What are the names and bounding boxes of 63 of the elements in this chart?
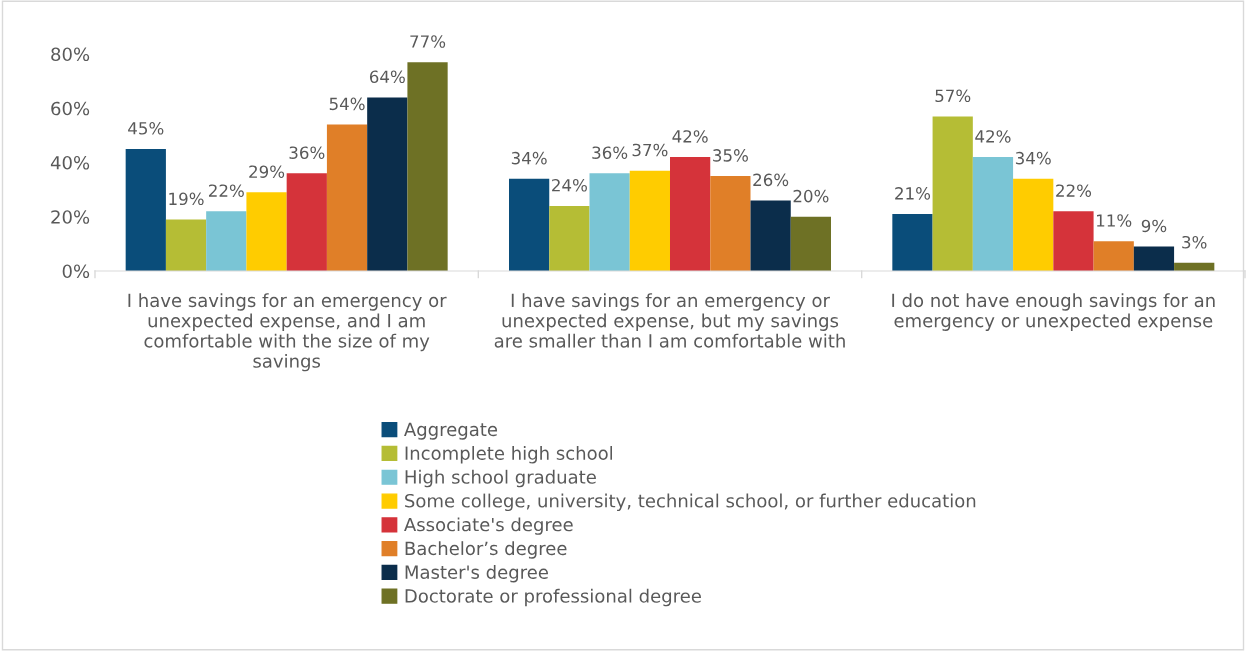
bar [326,124,368,271]
bar [589,173,630,271]
data-label: 77% [410,35,446,48]
data-label: 54% [329,97,365,111]
data-label: 21% [895,187,931,200]
legend-label: Bachelor’s degree [405,541,567,559]
data-label: 19% [169,192,204,206]
x-tick-label: I have savings for an emergency or unexpected expense, but my savings are smaller than I am comfortable with [494,293,845,348]
bar [367,97,408,271]
legend-label: Aggregate [404,422,498,440]
bar [549,205,590,271]
data-label: 57% [935,89,971,103]
bar [750,200,791,271]
bar [1093,241,1134,271]
data-label: 20% [793,189,829,203]
bar [165,219,207,271]
bar [286,173,327,271]
legend-label: Incomplete high school [405,446,613,464]
y-tick-label: 20% [51,210,90,224]
bar [1133,246,1175,271]
data-label: 42% [975,130,1011,143]
data-label: 36% [289,146,325,160]
x-tick-label: I do not have enough savings for an emergency or unexpected expense [892,293,1215,331]
legend-label: Doctorate or professional degree [405,588,701,607]
data-label: 9% [1141,219,1167,233]
bar [932,116,973,271]
data-label: 34% [1015,151,1051,165]
data-label: 45% [128,121,164,135]
legend-label: Associate's degree [404,517,573,535]
data-label: 24% [552,178,587,192]
bar [246,192,287,271]
bar [892,214,933,271]
legend-label: Some college, university, technical school, or further education [405,493,976,512]
data-label: 36% [592,146,628,160]
data-label: 64% [369,70,405,84]
bar [125,148,166,271]
bar [1053,211,1094,271]
data-label: 37% [632,143,668,157]
data-label: 22% [208,184,244,197]
bar [629,170,670,271]
data-label: 11% [1097,214,1132,227]
data-label: 29% [249,165,285,178]
data-label: 22% [1056,184,1092,197]
data-label: 34% [511,151,547,165]
x-tick-label: I have savings for an emergency or unexpected expense, and I am comfortable with the size of my savings [128,293,447,372]
bar [1013,178,1054,271]
data-label: 35% [713,149,748,162]
y-tick-label: 80% [51,47,90,62]
legend-label: High school graduate [405,469,596,488]
y-tick-label: 60% [51,101,90,116]
bar [206,211,247,271]
bar [710,176,751,271]
bar [407,62,448,271]
data-label: 3% [1182,235,1207,249]
data-label: 42% [672,130,708,143]
bar [972,157,1014,271]
legend-label: Master's degree [405,564,548,583]
bar [670,157,711,271]
bar [509,178,550,271]
y-tick-label: 40% [50,155,90,170]
bar [790,216,831,271]
y-tick-label: 0% [62,264,90,279]
data-label: 26% [753,173,789,187]
